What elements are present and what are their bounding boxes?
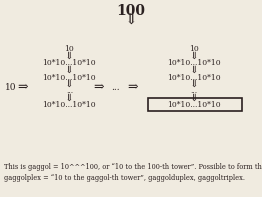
Text: ⇒: ⇒ [17,81,28,94]
Text: ⇓: ⇓ [189,52,198,61]
Text: 100: 100 [117,4,145,18]
Text: 10*10...10*10: 10*10...10*10 [43,74,96,82]
Text: ⇓: ⇓ [65,94,74,103]
Text: 10*10...10*10: 10*10...10*10 [167,101,221,109]
Text: ...: ... [111,83,119,92]
Text: 10: 10 [5,83,16,92]
Text: 10*10...10*10: 10*10...10*10 [167,74,221,82]
Text: ⇓: ⇓ [65,80,74,89]
Text: ⇓: ⇓ [125,14,137,28]
Text: ⇒: ⇒ [93,81,103,94]
Text: This is gaggol = 10^^^100, or “10 to the 100-th tower”. Possible to form the: This is gaggol = 10^^^100, or “10 to the… [4,163,262,171]
Text: 10: 10 [64,45,74,53]
Text: 10: 10 [189,45,199,53]
Text: 10*10...10*10: 10*10...10*10 [43,59,96,67]
Text: ...: ... [190,87,198,95]
Text: gaggolplex = “10 to the gaggol-th tower”, gaggolduplex, gaggoltriplex.: gaggolplex = “10 to the gaggol-th tower”… [4,174,245,182]
Text: 10*10...10*10: 10*10...10*10 [43,101,96,109]
Text: 10*10...10*10: 10*10...10*10 [167,59,221,67]
Text: ⇓: ⇓ [65,66,74,75]
Text: ⇒: ⇒ [127,81,138,94]
Text: ...: ... [66,87,73,95]
Text: ⇓: ⇓ [189,80,198,89]
Text: ⇓: ⇓ [189,66,198,75]
Text: ⇓: ⇓ [189,94,198,103]
Text: ⇓: ⇓ [65,52,74,61]
